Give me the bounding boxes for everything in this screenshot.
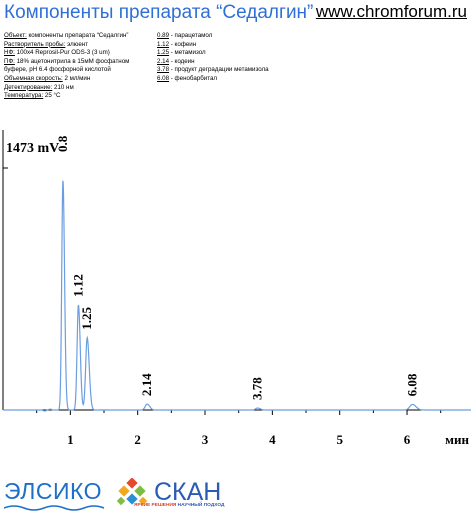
condition-line: буфере, pH 6.4 фосфорной кислотой — [4, 66, 154, 75]
peak-label: 1.12 — [70, 274, 85, 297]
condition-value: буфере, pH 6.4 фосфорной кислотой — [4, 66, 111, 74]
x-axis-label: мин — [445, 432, 469, 447]
legend-item: 6.08 - фенобарбитал — [157, 75, 269, 84]
peak-label: 0.8 — [55, 135, 70, 152]
peak-label: 2.14 — [139, 373, 154, 396]
legend-time: 0.89 — [157, 32, 170, 39]
condition-value: 100x4 Reprosil-Pur ODS-3 (3 um) — [14, 49, 110, 57]
condition-value: 25 °C — [43, 92, 61, 100]
legend-item: 1.25 - метамизол — [157, 49, 269, 58]
condition-key: Объект: — [4, 32, 27, 39]
x-tick-label: 3 — [202, 432, 209, 447]
x-tick-label: 5 — [336, 432, 343, 447]
condition-key: Температура: — [4, 92, 44, 100]
legend-compound: - кодеин — [169, 57, 195, 65]
slogan-part-2: НАУЧНЫЙ ПОДХОД — [176, 503, 225, 508]
scan-slogan: ЯРКИЕ РЕШЕНИЯ НАУЧНЫЙ ПОДХОД — [134, 503, 224, 508]
legend-time: 3.78 — [157, 66, 170, 74]
conditions-block: Объект: компоненты препарата “Седалгин” Р… — [4, 32, 154, 101]
x-tick-label: 2 — [134, 432, 141, 447]
condition-line: Растворитель пробы: элюент — [4, 41, 154, 50]
condition-line: НФ: 100x4 Reprosil-Pur ODS-3 (3 um) — [4, 49, 154, 58]
legend-time: 1.12 — [157, 40, 170, 48]
condition-key: НФ: — [4, 49, 15, 57]
condition-value: элюент — [65, 40, 89, 48]
elsiko-logo-text: ЭЛСИКО — [4, 478, 103, 504]
condition-value: 2 мл/мин — [62, 74, 91, 82]
condition-line: ПФ: 18% ацетонитрила в 15мМ фосфатном — [4, 58, 154, 67]
peak-label: 6.08 — [404, 373, 419, 396]
legend-compound: - фенобарбитал — [169, 74, 218, 82]
footer-logos: ЭЛСИКО СКАН ЯРКИЕ РЕШЕНИЯ НАУЧНЫЙ ПОДХОД — [4, 478, 264, 512]
y-max-label: 1473 mV — [6, 141, 59, 156]
legend-item: 1.12 - кофеин — [157, 41, 269, 50]
site-link[interactable]: www.chromforum.ru — [315, 2, 467, 21]
legend-compound: - метамизол — [169, 49, 206, 57]
condition-line: Объект: компоненты препарата “Седалгин” — [4, 32, 154, 41]
chromatogram-trace — [3, 180, 471, 412]
x-tick-label: 6 — [404, 432, 411, 447]
chromatogram-chart: 1473 mV 1 2 3 4 5 6 мин 0.8 1.12 1.25 2.14 3.78 6.08 — [2, 130, 471, 447]
peak-label: 1.25 — [79, 306, 94, 329]
peak-legend: 0.89 - парацетамол 1.12 - кофеин 1.25 - ме… — [157, 32, 269, 84]
condition-line: Температура: 25 °C — [4, 92, 154, 101]
legend-time: 2.14 — [157, 57, 170, 65]
legend-compound: - парацетамол — [169, 32, 213, 39]
condition-key: ПФ: — [4, 57, 15, 65]
condition-value: компоненты препарата “Седалгин” — [26, 32, 129, 39]
elsiko-wave-icon — [4, 505, 105, 511]
scan-logo-icon — [116, 478, 148, 506]
legend-time: 6.08 — [157, 74, 170, 82]
legend-item: 0.89 - парацетамол — [157, 32, 269, 41]
peak-label: 3.78 — [250, 377, 265, 400]
legend-compound: - кофеин — [169, 40, 197, 48]
slogan-part-1: ЯРКИЕ РЕШЕНИЯ — [134, 503, 177, 508]
condition-key: Объемная скорость: — [4, 74, 63, 82]
legend-item: 2.14 - кодеин — [157, 58, 269, 67]
scan-logo-text: СКАН — [154, 478, 222, 506]
condition-value: 210 нм — [52, 83, 74, 91]
legend-compound: - продукт деградации метамизола — [169, 66, 269, 74]
legend-item: 3.78 - продукт деградации метамизола — [157, 66, 269, 75]
condition-value: 18% ацетонитрила в 15мМ фосфатном — [14, 57, 130, 65]
condition-line: Объемная скорость: 2 мл/мин — [4, 75, 154, 84]
page-title: Компоненты препарата “Седалгин” — [4, 2, 314, 23]
condition-key: Детектирование: — [4, 83, 53, 91]
x-tick-label: 1 — [67, 432, 74, 447]
legend-time: 1.25 — [157, 49, 170, 57]
x-tick-label: 4 — [269, 432, 276, 447]
condition-key: Растворитель пробы: — [4, 40, 66, 48]
condition-line: Детектирование: 210 нм — [4, 84, 154, 93]
